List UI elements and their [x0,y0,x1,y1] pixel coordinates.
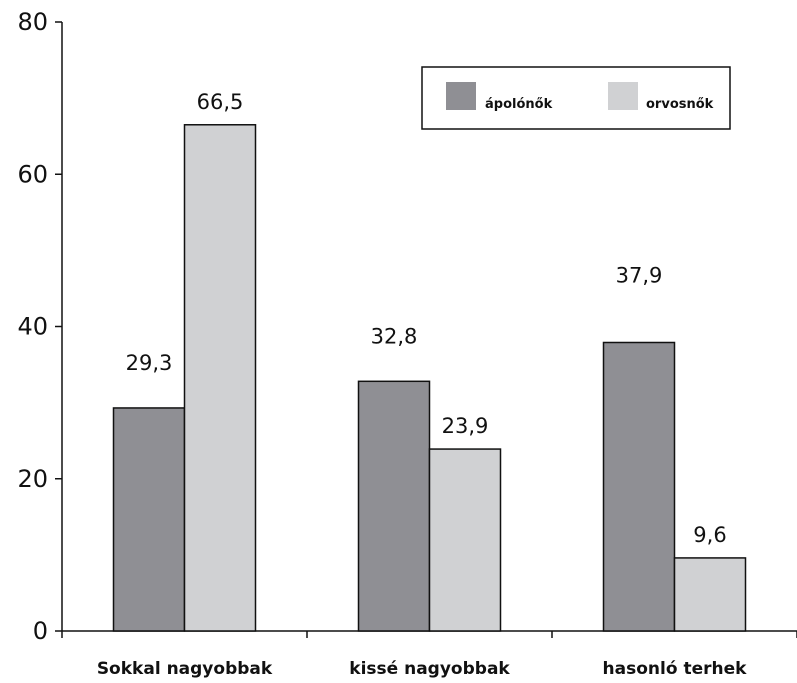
legend-swatch-apolonok [446,82,476,110]
y-tick-label: 80 [17,8,48,36]
data-label: 9,6 [693,523,726,547]
legend-swatch-orvosnok [608,82,638,110]
y-axis: 0 20 40 60 80 [17,8,63,645]
bar-orvosnok [428,448,502,632]
data-label: 29,3 [126,351,173,375]
legend-label-orvosnok: orvosnők [646,97,714,112]
y-tick-label: 20 [17,465,48,493]
bar-orvosnok [183,124,257,632]
x-category-label: Sokkal nagyobbak [97,659,273,679]
data-label: 23,9 [442,414,489,438]
data-labels: 29,3 66,5 32,8 23,9 37,9 9,6 [126,90,727,547]
bars [112,124,747,632]
legend-label-apolonok: ápolónők [485,97,553,112]
x-category-label: hasonló terhek [603,659,748,679]
bar-apolonok [112,407,186,632]
y-tick-label: 0 [33,617,48,645]
y-tick-label: 60 [17,160,48,188]
y-tick-label: 40 [17,313,48,341]
bar-apolonok [602,341,676,632]
bar-apolonok [357,380,431,632]
x-axis: Sokkal nagyobbak kissé nagyobbak hasonló t… [61,630,797,679]
data-label: 37,9 [616,263,663,287]
data-label: 32,8 [371,324,418,348]
legend: ápolónők orvosnők [421,66,731,130]
bar-orvosnok [673,557,747,632]
x-category-label: kissé nagyobbak [349,659,510,679]
data-label: 66,5 [197,90,244,114]
